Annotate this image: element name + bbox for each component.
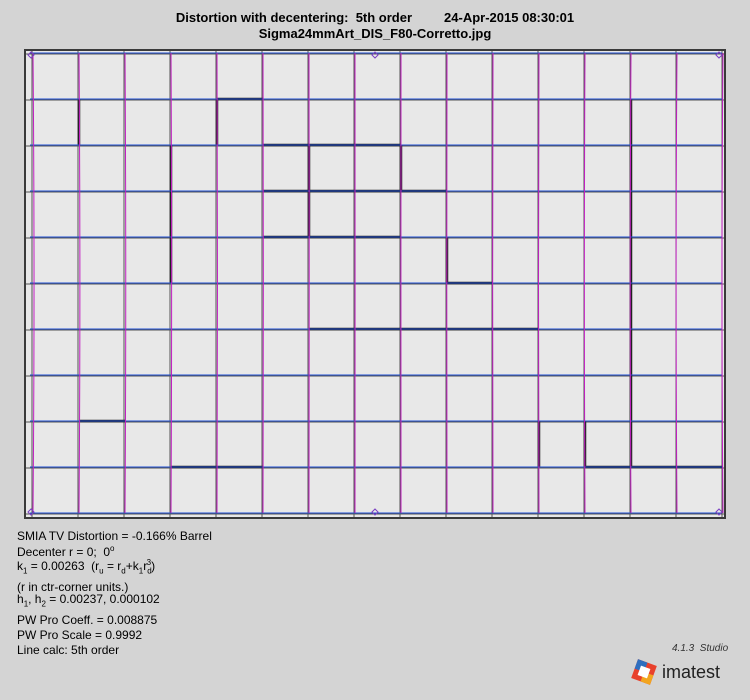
fitted-vertical [675,52,678,514]
text: , h [28,592,42,606]
text: h [17,592,24,606]
marker [715,508,723,516]
text: o [110,544,115,553]
fitted-vertical [721,52,724,514]
marker [371,51,379,59]
plot-title: Distortion with decentering: 5th order [175,10,413,25]
text: u [99,566,104,576]
text: = 0.00263 (r [27,559,100,573]
logo-icon [631,659,657,685]
timestamp: 24-Apr-2015 08:30:01 [444,10,575,25]
version: 4.1.3 Studio [672,643,729,654]
pw-coeff: PW Pro Coeff. = 0.008875 [17,613,158,627]
distortion-plot [24,49,726,519]
fitted-horizontal [29,465,723,468]
marker [371,508,379,516]
fitted-horizontal [29,98,723,101]
h-coeffs: h1, h2 = 0.00237, 0.000102 [17,592,160,609]
fitted-vertical [583,52,586,514]
smia: SMIA TV Distortion = -0.166% Barrel [17,529,212,543]
line-calc: Line calc: 5th order [17,643,120,657]
fitted-vertical [124,52,127,514]
marker [715,51,723,59]
text: 1 [23,599,29,609]
text: 2 [41,599,46,609]
k1: k1 = 0.00263 (ru = rd+k1rd3) [17,558,156,576]
fitted-vertical [32,52,35,514]
text: 1 [23,566,28,576]
text: = r [103,559,122,573]
text: +k [125,559,139,573]
fitted-vertical [629,52,632,514]
title-line: Distortion with decentering: 5th order 24… [0,11,750,25]
text: Decenter r = 0; 0 [17,545,111,559]
marker [27,508,35,516]
text: 1 [138,566,144,576]
text: d [121,566,126,576]
brand: imatest [662,662,721,682]
text: d [147,566,152,576]
text: 3 [146,558,152,567]
pw-scale: PW Pro Scale = 0.9992 [17,628,143,642]
units: (r in ctr-corner units.) [17,580,129,594]
decenter: Decenter r = 0; 0o [17,544,115,560]
text: r [143,559,148,573]
fitted-vertical [170,52,173,514]
filename: Sigma24mmArt_DIS_F80-Corretto.jpg [258,26,492,41]
text: k [17,559,23,573]
text: = 0.00237, 0.000102 [45,592,160,606]
fitted-vertical [78,52,81,514]
marker [27,51,35,59]
text: ) [151,559,156,573]
